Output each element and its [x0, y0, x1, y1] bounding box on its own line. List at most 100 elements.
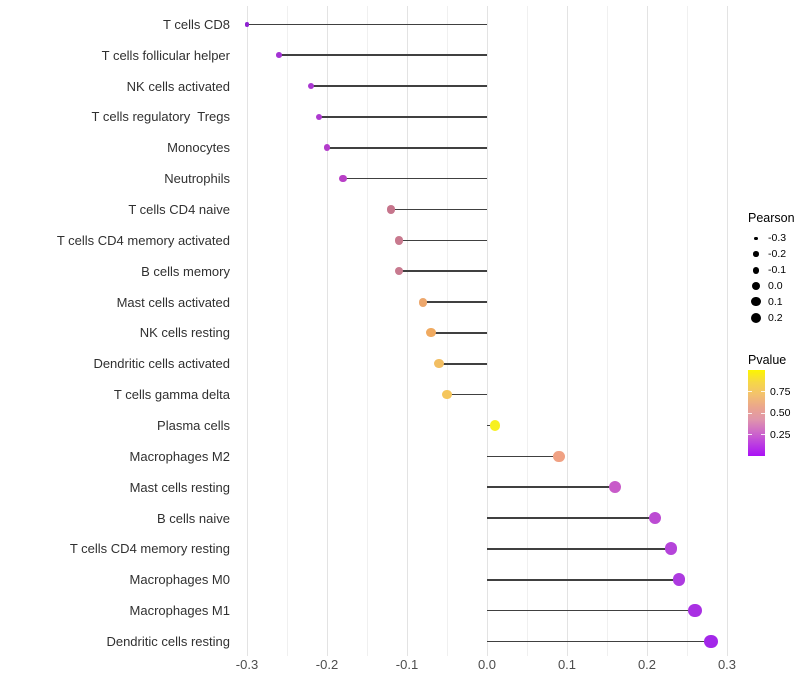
legend-size-label: 0.2 — [768, 311, 783, 324]
legend-size-label: -0.2 — [768, 248, 787, 261]
y-axis-label: T cells CD4 memory activated — [56, 232, 230, 248]
x-axis-tick-label: 0.0 — [477, 657, 497, 672]
gridline-minor — [527, 6, 528, 656]
lollipop-stem — [487, 640, 711, 643]
colorbar-tick — [748, 391, 752, 392]
lollipop-dot — [339, 174, 347, 183]
y-axis-label: NK cells activated — [126, 78, 230, 94]
y-axis-label: T cells CD4 naive — [128, 201, 230, 217]
gridline-minor — [607, 6, 608, 656]
lollipop-dot — [386, 205, 396, 214]
lollipop-stem — [343, 177, 487, 180]
lollipop-dot — [394, 236, 404, 245]
y-axis-label: Macrophages M1 — [129, 603, 230, 619]
lollipop-dot — [394, 266, 404, 276]
lollipop-dot — [489, 420, 501, 431]
gridline-major — [647, 6, 648, 656]
colorbar-tick-label: 0.75 — [770, 385, 791, 398]
lollipop-dot — [688, 604, 702, 618]
y-axis-label: T cells regulatory Tregs — [91, 109, 230, 125]
legend-size-label: 0.1 — [768, 295, 783, 308]
lollipop-stem — [391, 208, 487, 211]
y-axis-label: B cells memory — [141, 263, 230, 279]
lollipop-stem — [423, 301, 487, 303]
lollipop-stem — [399, 239, 487, 242]
x-axis-tick-label: 0.3 — [717, 657, 737, 672]
legend-pvalue-title: Pvalue — [748, 353, 787, 367]
gridline-major — [327, 6, 328, 656]
legend-size-dot — [754, 236, 758, 241]
y-axis-label: Macrophages M0 — [129, 572, 230, 588]
colorbar-tick — [748, 434, 752, 435]
lollipop-dot — [672, 573, 686, 587]
lollipop-stem — [487, 486, 615, 488]
lollipop-stem — [487, 609, 695, 612]
x-axis-tick-label: 0.2 — [637, 657, 657, 672]
y-axis-label: T cells CD4 memory resting — [69, 541, 230, 557]
colorbar-tick — [761, 391, 765, 392]
gridline-major — [407, 6, 408, 656]
lollipop-dot — [315, 113, 323, 121]
lollipop-dot — [608, 481, 622, 494]
colorbar-tick-label: 0.25 — [770, 428, 791, 441]
lollipop-dot — [276, 52, 282, 58]
lollipop-dot — [426, 328, 436, 338]
lollipop-stem — [431, 332, 487, 334]
lollipop-dot — [307, 82, 315, 90]
lollipop-dot — [323, 144, 331, 152]
lollipop-dot — [442, 389, 452, 400]
lollipop-dot — [704, 634, 718, 649]
legend-size-dot — [751, 297, 761, 307]
y-axis-label: Neutrophils — [164, 171, 230, 187]
plot-panel — [236, 6, 740, 656]
colorbar-tick — [748, 412, 752, 414]
lollipop-dot — [664, 542, 678, 556]
lollipop-stem — [487, 548, 671, 550]
lollipop-stem — [447, 393, 487, 396]
colorbar-tick — [761, 434, 765, 435]
x-axis-tick-label: 0.1 — [557, 657, 577, 672]
lollipop-stem — [311, 85, 487, 87]
lollipop-dot — [244, 22, 250, 27]
x-axis-tick-label: -0.2 — [315, 657, 339, 672]
lollipop-stem — [327, 146, 487, 149]
gridline-minor — [287, 6, 288, 656]
lollipop-stem — [279, 54, 487, 56]
colorbar-tick — [761, 412, 765, 414]
lollipop-dot — [434, 359, 444, 369]
legend-size-label: 0.0 — [768, 280, 783, 292]
colorbar-tick-label: 0.50 — [770, 407, 791, 419]
y-axis-label: Macrophages M2 — [129, 448, 230, 464]
x-axis-tick-label: -0.3 — [235, 657, 259, 672]
y-axis-label: Mast cells resting — [129, 479, 230, 495]
y-axis-label: T cells CD8 — [163, 16, 230, 32]
y-axis-label: B cells naive — [157, 510, 230, 526]
lollipop-dot — [418, 297, 428, 307]
gridline-minor — [447, 6, 448, 656]
gridline-minor — [367, 6, 368, 656]
y-axis-label: T cells gamma delta — [113, 387, 230, 403]
legend-size-dot — [752, 266, 760, 274]
legend-size-label: -0.1 — [768, 264, 787, 277]
gridline-minor — [687, 6, 688, 656]
x-axis-tick-label: -0.1 — [395, 657, 419, 672]
y-axis-label: T cells follicular helper — [101, 47, 230, 63]
gridline-major — [247, 6, 248, 656]
legend-size-dot — [751, 281, 761, 291]
lollipop-dot — [648, 511, 662, 525]
lollipop-stem — [247, 23, 487, 26]
y-axis-label: Dendritic cells resting — [106, 634, 230, 649]
y-axis-label: Mast cells activated — [116, 294, 230, 310]
lollipop-stem — [399, 270, 487, 272]
gridline-major — [567, 6, 568, 656]
y-axis-label: Plasma cells — [157, 417, 230, 433]
y-axis-label: Monocytes — [167, 140, 230, 156]
lollipop-stem — [319, 116, 487, 118]
pvalue-colorbar — [748, 370, 765, 456]
lollipop-stem — [487, 455, 559, 458]
legend-size-label: -0.3 — [768, 232, 787, 245]
gridline-major — [487, 6, 488, 656]
legend-size-dot — [750, 312, 761, 323]
y-axis-label: NK cells resting — [139, 325, 230, 341]
